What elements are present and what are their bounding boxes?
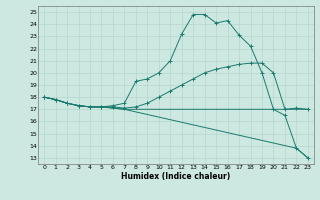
X-axis label: Humidex (Indice chaleur): Humidex (Indice chaleur) (121, 172, 231, 181)
